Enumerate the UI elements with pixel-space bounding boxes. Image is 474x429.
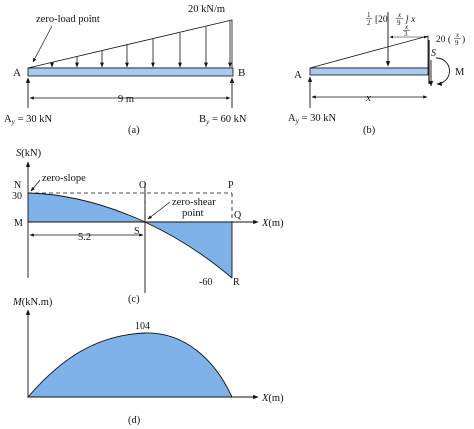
- span-label: 9 m: [118, 94, 134, 105]
- resultant-frac-num: x: [397, 11, 402, 19]
- point-Q: Q: [234, 210, 242, 221]
- negative-shear-area: [145, 222, 232, 278]
- panel-a: zero-load point 20 kN/m A B 9 m Ay = 30 …: [4, 4, 247, 136]
- zero-slope-leader: [30, 179, 41, 192]
- point-P: P: [228, 180, 234, 191]
- resultant-frac-den: 9: [397, 19, 401, 27]
- peak-value-104: 104: [135, 321, 150, 332]
- shear-axis-label: S(kN): [16, 148, 42, 159]
- half-num: 1: [367, 11, 371, 19]
- moment-axis-label: M(kN.m): [12, 297, 53, 308]
- shear-x-axis-label: X(m): [261, 218, 284, 229]
- panel-c-shear-diagram: S(kN) X(m) N 30 O P M S Q R -60 zero-slo…: [12, 148, 284, 305]
- zero-slope-label: zero-slope: [42, 173, 86, 184]
- point-R: R: [233, 277, 240, 288]
- zero-shear-label: zero-shear: [172, 197, 216, 208]
- caption-b: (b): [363, 125, 376, 136]
- resultant-x: ] x: [404, 15, 416, 25]
- third-den: 3: [404, 30, 408, 38]
- load-triangle: [27, 19, 233, 69]
- point-M: M: [14, 218, 23, 229]
- zero-load-label: zero-load point: [36, 14, 100, 25]
- moment-arc: [435, 57, 450, 86]
- panel-b: 1 2 [20 x 9 ] x x 3 20 ( x 9 ) S M A x A…: [288, 11, 465, 136]
- caption-d: (d): [128, 415, 141, 426]
- load-arrows: [50, 21, 232, 68]
- zero-shear-leader: [147, 201, 171, 220]
- positive-shear-area: [28, 193, 145, 222]
- intensity-label: 20 (: [436, 34, 451, 45]
- value-30: 30: [12, 191, 22, 202]
- point-S: S: [134, 226, 140, 237]
- moment-label: M: [455, 67, 465, 78]
- shear-label: S: [431, 48, 436, 59]
- caption-c: (c): [128, 294, 140, 305]
- support-A-label: A: [13, 67, 21, 79]
- support-B-label: B: [238, 67, 245, 79]
- point-O: O: [139, 180, 146, 191]
- reaction-B-label: By = 60 kN: [199, 114, 247, 126]
- reaction-A-label: Ay = 30 kN: [4, 114, 52, 126]
- intensity-num: x: [455, 31, 460, 39]
- beam-a: [27, 67, 234, 77]
- half-den: 2: [367, 19, 371, 27]
- panel-d-moment-diagram: M(kN.m) X(m) 104 (d): [12, 297, 284, 426]
- resultant-label: [20: [375, 15, 388, 25]
- dim-5-2-label: 5.2: [78, 232, 91, 243]
- beam-b: [309, 67, 429, 76]
- third-num: x: [404, 23, 409, 31]
- zero-load-leader: [32, 25, 53, 63]
- partial-load-triangle: [309, 35, 429, 69]
- moment-x-axis-label: X(m): [261, 393, 284, 404]
- reaction-A-b-label: Ay = 30 kN: [288, 113, 336, 125]
- intensity-den: 9: [455, 39, 459, 47]
- load-intensity-label: 20 kN/m: [188, 4, 225, 15]
- intensity-close: ): [462, 34, 465, 45]
- caption-a: (a): [128, 125, 140, 136]
- moment-area: [27, 332, 233, 398]
- support-A-b-label: A: [294, 69, 302, 81]
- zero-shear-point-label: point: [182, 208, 204, 219]
- value-neg60: -60: [199, 277, 212, 288]
- point-N: N: [14, 180, 21, 191]
- x-distance-label: x: [365, 92, 371, 104]
